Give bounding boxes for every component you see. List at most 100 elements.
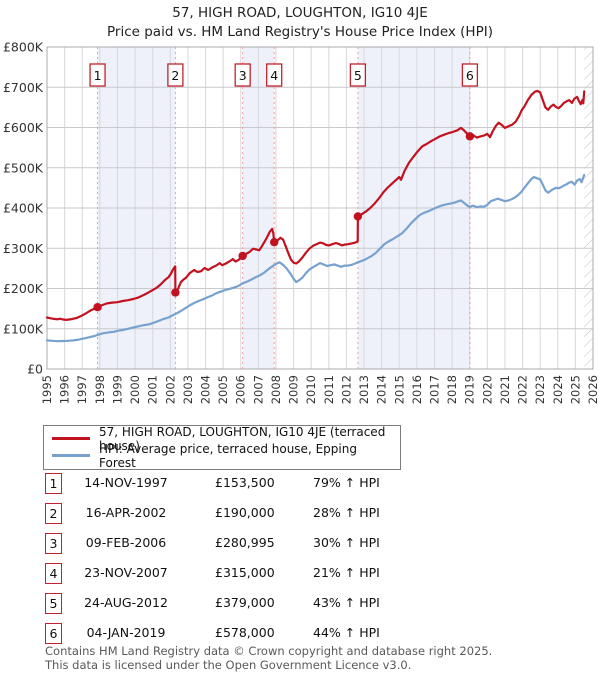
y-axis-label: £100K bbox=[3, 321, 44, 336]
sale-dot bbox=[93, 303, 102, 312]
x-axis-label: 2025 bbox=[568, 375, 582, 404]
property-line-swatch bbox=[52, 437, 90, 440]
sale-marker-box bbox=[167, 63, 184, 87]
sale-table-row: 4 23-NOV-2007 £315,000 21% ↑ HPI bbox=[45, 563, 585, 593]
sale-vs-hpi: 79% ↑ HPI bbox=[313, 475, 380, 490]
x-axis-label: 2019 bbox=[463, 375, 477, 404]
sale-table-row: 6 04-JAN-2019 £578,000 44% ↑ HPI bbox=[45, 623, 585, 653]
hpi-line bbox=[45, 173, 586, 343]
x-axis-label: 2008 bbox=[269, 375, 283, 404]
x-axis-label: 2023 bbox=[533, 375, 547, 404]
x-axis-label: 2021 bbox=[498, 375, 512, 404]
sale-dot bbox=[465, 132, 475, 141]
sale-marker-number: 3 bbox=[239, 68, 247, 83]
axis-tick-labels: £0 £100K £200K £300K £400K £500K £600K £700K £80… bbox=[3, 40, 600, 405]
x-axis-label: 2014 bbox=[375, 375, 389, 404]
footer-line-2: This data is licensed under the Open Gov… bbox=[45, 657, 412, 672]
x-axis-label: 2016 bbox=[410, 375, 424, 404]
sale-table-row: 2 16-APR-2002 £190,000 28% ↑ HPI bbox=[45, 503, 585, 533]
y-axis-label: £500K bbox=[3, 160, 44, 175]
sale-number-badge: 3 bbox=[45, 533, 62, 554]
sale-date: 24-AUG-2012 bbox=[84, 595, 168, 610]
x-axis-label: 2013 bbox=[357, 375, 371, 404]
sales-history-table: 1 14-NOV-1997 £153,500 79% ↑ HPI 2 16-AP… bbox=[45, 473, 585, 653]
gridlines bbox=[46, 46, 594, 370]
sale-dot bbox=[270, 238, 279, 247]
data-series-lines bbox=[45, 89, 586, 343]
footer-line-1: Contains HM Land Registry data © Crown c… bbox=[45, 644, 493, 658]
x-axis-label: 2012 bbox=[339, 375, 353, 404]
sale-date: 16-APR-2002 bbox=[85, 505, 167, 520]
sale-date: 09-FEB-2006 bbox=[85, 535, 167, 550]
sale-table-row: 1 14-NOV-1997 £153,500 79% ↑ HPI bbox=[45, 473, 585, 503]
y-axis-label: £300K bbox=[3, 241, 44, 256]
legend-label-hpi: HPI: Average price, terraced house, Eppi… bbox=[99, 441, 357, 470]
sale-dot bbox=[353, 212, 363, 221]
x-axis-label: 2009 bbox=[287, 375, 301, 404]
x-axis-label: 2024 bbox=[551, 375, 565, 404]
x-axis-label: 2026 bbox=[586, 375, 600, 404]
sale-vs-hpi: 43% ↑ HPI bbox=[313, 595, 380, 610]
y-axis-label: £0 bbox=[27, 362, 43, 377]
sale-number-badge: 1 bbox=[45, 473, 62, 494]
x-axis-label: 2002 bbox=[163, 375, 177, 404]
sale-price: £578,000 bbox=[215, 625, 275, 640]
hpi-line-swatch bbox=[52, 454, 90, 457]
x-axis-label: 2007 bbox=[251, 375, 265, 404]
x-axis-label: 1999 bbox=[110, 375, 124, 404]
x-axis-label: 2022 bbox=[516, 375, 530, 404]
sale-number-markers: 1 2 3 4 5 6 bbox=[89, 63, 479, 87]
x-axis-label: 2018 bbox=[445, 375, 459, 404]
sale-number-badge: 5 bbox=[45, 593, 62, 614]
x-axis-label: 1997 bbox=[75, 375, 89, 404]
sale-date-dashed-lines bbox=[97, 47, 471, 369]
sale-point-dots bbox=[93, 132, 475, 312]
chart-legend: 57, HIGH ROAD, LOUGHTON, IG10 4JE (terra… bbox=[43, 425, 401, 470]
legend-item-hpi: HPI: Average price, terraced house, Eppi… bbox=[52, 442, 392, 470]
x-axis-label: 2003 bbox=[181, 375, 195, 404]
sale-marker-box bbox=[349, 63, 367, 87]
sale-date: 14-NOV-1997 bbox=[84, 475, 168, 490]
sale-vs-hpi: 28% ↑ HPI bbox=[313, 505, 380, 520]
sale-price: £280,995 bbox=[215, 535, 275, 550]
legend-label-property: 57, HIGH ROAD, LOUGHTON, IG10 4JE (terra… bbox=[99, 424, 386, 453]
legend-item-property: 57, HIGH ROAD, LOUGHTON, IG10 4JE (terra… bbox=[52, 425, 392, 453]
page-subtitle: Price paid vs. HM Land Registry's House … bbox=[107, 24, 493, 40]
x-axis-label: 2001 bbox=[146, 375, 160, 404]
x-axis-label: 2017 bbox=[427, 375, 441, 404]
y-axis-label: £200K bbox=[3, 281, 44, 296]
sale-marker-number: 2 bbox=[171, 68, 179, 83]
x-axis-label: 2010 bbox=[304, 375, 318, 404]
x-axis-label: 1996 bbox=[58, 375, 72, 404]
x-axis-label: 2006 bbox=[234, 375, 248, 404]
sale-price: £379,000 bbox=[215, 595, 275, 610]
x-axis-label: 2020 bbox=[480, 375, 494, 404]
sale-price: £153,500 bbox=[215, 475, 275, 490]
sale-marker-number: 6 bbox=[466, 68, 474, 83]
sale-vs-hpi: 21% ↑ HPI bbox=[313, 565, 380, 580]
sale-number-badge: 6 bbox=[45, 623, 62, 644]
sale-date: 23-NOV-2007 bbox=[84, 565, 168, 580]
sale-marker-box bbox=[266, 63, 283, 87]
sale-table-row: 3 09-FEB-2006 £280,995 30% ↑ HPI bbox=[45, 533, 585, 563]
sale-date: 04-JAN-2019 bbox=[86, 625, 166, 640]
sale-dot bbox=[171, 288, 180, 297]
y-axis-label: £800K bbox=[3, 40, 44, 55]
x-axis-label: 2015 bbox=[392, 375, 406, 404]
sale-price: £190,000 bbox=[215, 505, 275, 520]
x-axis-label: 1995 bbox=[40, 375, 54, 404]
sale-vs-hpi: 44% ↑ HPI bbox=[313, 625, 380, 640]
x-axis-label: 2005 bbox=[216, 375, 230, 404]
page-title: 57, HIGH ROAD, LOUGHTON, IG10 4JE bbox=[172, 5, 428, 21]
sale-number-badge: 2 bbox=[45, 503, 62, 524]
sale-marker-number: 4 bbox=[270, 68, 278, 83]
sale-number-badge: 4 bbox=[45, 563, 62, 584]
y-axis-label: £700K bbox=[3, 80, 44, 95]
sale-dot bbox=[238, 251, 247, 261]
sale-price: £315,000 bbox=[215, 565, 275, 580]
x-axis-label: 1998 bbox=[93, 375, 107, 404]
x-axis-label: 2011 bbox=[322, 375, 336, 404]
y-axis-label: £400K bbox=[3, 201, 44, 216]
x-axis-label: 2004 bbox=[199, 375, 213, 404]
